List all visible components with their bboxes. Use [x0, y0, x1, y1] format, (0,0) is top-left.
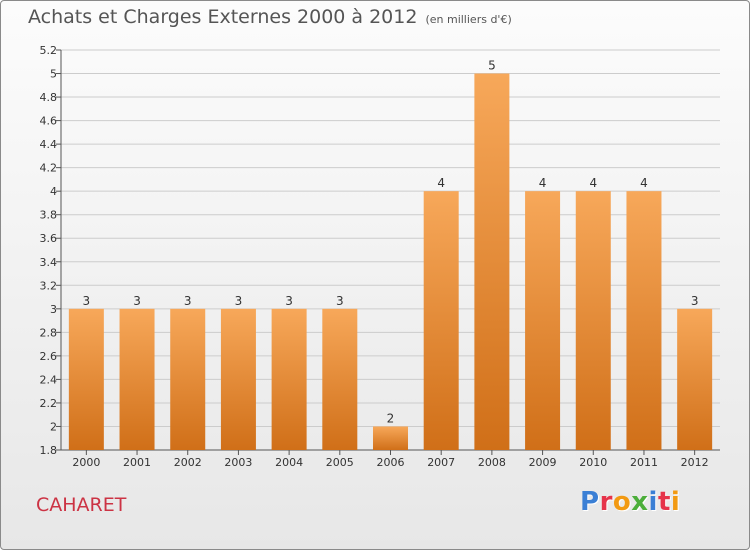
- logo-letter: P: [580, 487, 600, 517]
- y-tick-labels: 1.8 2 2.2 2.4 2.6 2.8 3 3.2 3.4 3.6 3.8 4 4.2 4.4 4.6 4…: [40, 44, 58, 457]
- x-tick-label: 2003: [224, 456, 252, 469]
- x-tick-label: 2001: [123, 456, 151, 469]
- logo-letter: i: [670, 487, 681, 517]
- x-tick-label: 2008: [478, 456, 506, 469]
- y-tick-label: 2.6: [40, 350, 58, 363]
- bar: [271, 308, 307, 450]
- data-label: 3: [336, 294, 344, 308]
- data-label: 5: [488, 59, 496, 73]
- bars: [68, 73, 713, 451]
- grid-lines: [56, 49, 720, 451]
- y-tick-label: 4.8: [40, 91, 58, 104]
- x-tick-label: 2011: [630, 456, 658, 469]
- bar: [525, 191, 561, 451]
- bar: [677, 308, 713, 450]
- y-tick-label: 5.2: [40, 44, 58, 57]
- logo-letter: i: [648, 487, 658, 517]
- x-tick-label: 2004: [275, 456, 303, 469]
- axes: [60, 50, 720, 455]
- data-label: 3: [133, 294, 141, 308]
- bar: [626, 191, 662, 451]
- bar: [423, 191, 459, 451]
- data-label: 4: [539, 176, 547, 190]
- y-tick-label: 3.6: [40, 232, 58, 245]
- bar: [119, 308, 155, 450]
- data-label: 3: [184, 294, 192, 308]
- x-tick-label: 2000: [72, 456, 100, 469]
- data-label: 4: [437, 176, 445, 190]
- proxiti-logo: Proxiti: [580, 487, 680, 517]
- y-tick-label: 4.6: [40, 115, 58, 128]
- x-tick-labels: 2000 2001 2002 2003 2004 2005 2006 2007 2008 2009…: [72, 456, 708, 469]
- y-tick-label: 4.2: [40, 162, 58, 175]
- logo-letter: t: [657, 487, 671, 517]
- bar: [170, 308, 206, 450]
- y-tick-label: 5: [50, 68, 57, 81]
- commune-name: CAHARET: [36, 494, 127, 516]
- bar: [68, 308, 104, 450]
- chart-title-text: Achats et Charges Externes 2000 à 2012: [28, 6, 418, 28]
- y-tick-label: 3.2: [40, 279, 58, 292]
- y-tick-label: 4: [50, 185, 57, 198]
- logo-letter: x: [631, 487, 649, 517]
- bar: [220, 308, 256, 450]
- data-label: 2: [387, 411, 395, 425]
- y-tick-label: 2.8: [40, 326, 58, 339]
- y-tick-label: 2.4: [40, 373, 58, 386]
- data-label: 4: [640, 176, 648, 190]
- x-tick-label: 2005: [326, 456, 354, 469]
- x-tick-label: 2002: [174, 456, 202, 469]
- x-tick-label: 2006: [377, 456, 405, 469]
- y-tick-label: 4.4: [40, 138, 58, 151]
- bar: [373, 426, 408, 450]
- data-label: 3: [83, 294, 91, 308]
- bar: [575, 191, 611, 451]
- chart-unit: (en milliers d'€): [425, 13, 512, 26]
- x-tick-label: 2010: [579, 456, 607, 469]
- data-label: 4: [589, 176, 597, 190]
- y-tick-label: 2: [50, 420, 57, 433]
- logo-letter: r: [599, 487, 613, 517]
- data-label: 3: [235, 294, 243, 308]
- x-tick-label: 2007: [427, 456, 455, 469]
- logo-letter: o: [612, 487, 632, 517]
- data-labels: 3 3 3 3 3 3 2 4 5 4 4 4 3: [83, 59, 699, 426]
- y-tick-label: 3.8: [40, 209, 58, 222]
- bar: [474, 73, 510, 450]
- x-tick-label: 2012: [681, 456, 709, 469]
- y-tick-label: 2.2: [40, 397, 58, 410]
- y-tick-label: 3.4: [40, 256, 58, 269]
- x-tick-label: 2009: [529, 456, 557, 469]
- y-tick-label: 1.8: [40, 444, 58, 457]
- data-label: 3: [285, 294, 293, 308]
- chart-title: Achats et Charges Externes 2000 à 2012 (e…: [28, 6, 512, 28]
- data-label: 3: [691, 294, 699, 308]
- y-tick-label: 3: [50, 303, 57, 316]
- bar: [322, 308, 358, 450]
